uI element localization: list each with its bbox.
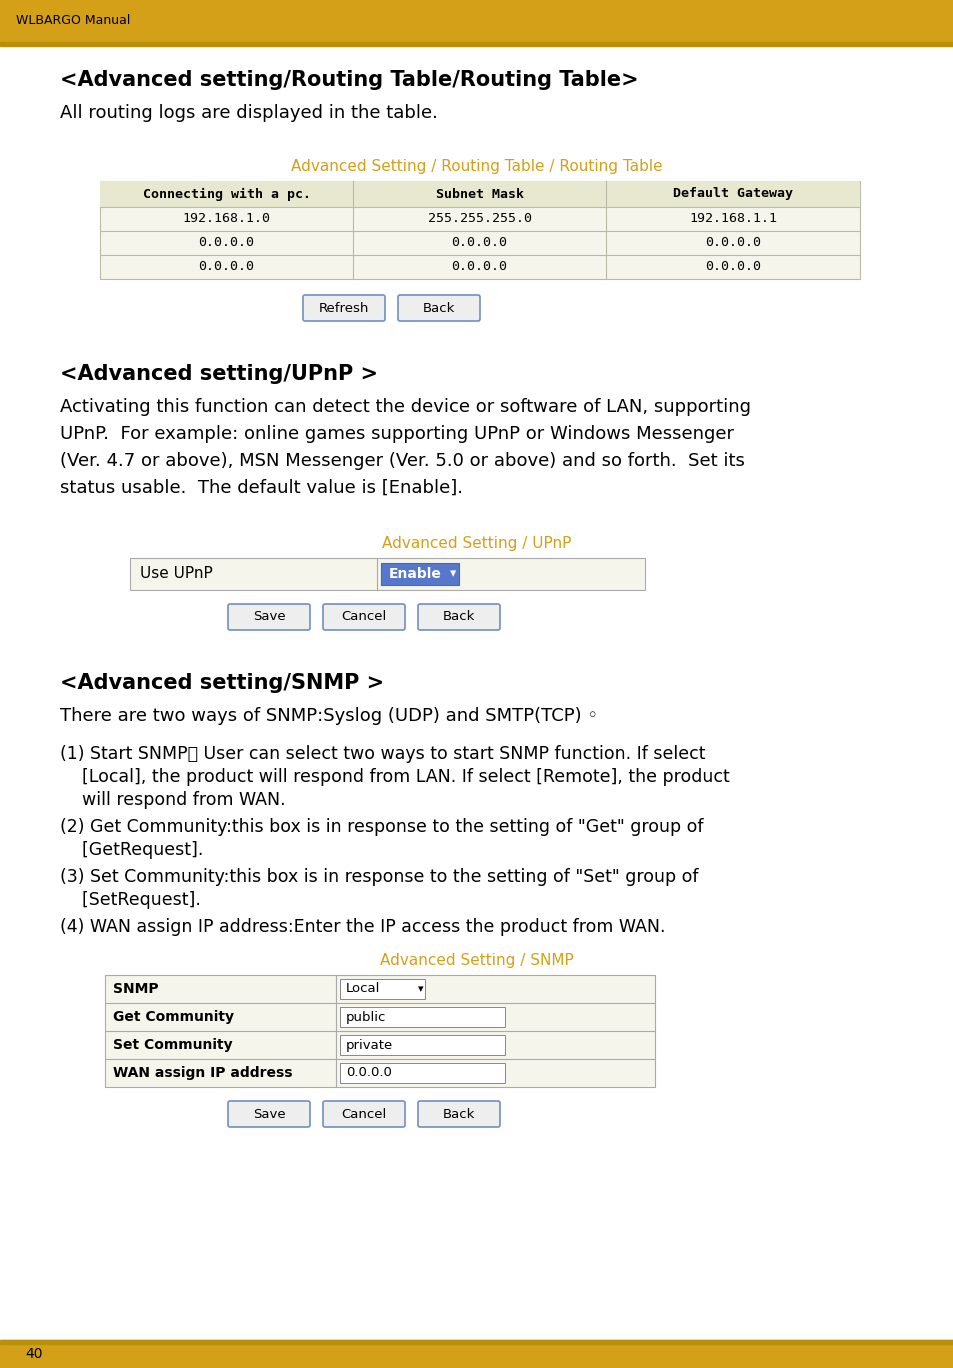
- Text: <Advanced setting/UPnP >: <Advanced setting/UPnP >: [60, 364, 377, 384]
- Text: 192.168.1.1: 192.168.1.1: [688, 212, 777, 226]
- Text: Advanced Setting / SNMP: Advanced Setting / SNMP: [379, 953, 574, 969]
- Text: WLBARGO Manual: WLBARGO Manual: [16, 15, 131, 27]
- Text: Activating this function can detect the device or software of LAN, supporting: Activating this function can detect the …: [60, 398, 750, 416]
- Text: 0.0.0.0: 0.0.0.0: [704, 260, 760, 274]
- Text: Default Gateway: Default Gateway: [673, 187, 792, 201]
- Bar: [105, 975, 655, 1088]
- Text: Get Community: Get Community: [112, 1010, 233, 1025]
- FancyBboxPatch shape: [323, 1101, 405, 1127]
- Text: 40: 40: [25, 1347, 43, 1361]
- Text: Connecting with a pc.: Connecting with a pc.: [142, 187, 311, 201]
- Text: (2) Get Community:this box is in response to the setting of "Get" group of: (2) Get Community:this box is in respons…: [60, 818, 702, 836]
- Text: (3) Set Community:this box is in response to the setting of "Set" group of: (3) Set Community:this box is in respons…: [60, 869, 698, 886]
- Text: [Local], the product will respond from LAN. If select [Remote], the product: [Local], the product will respond from L…: [60, 767, 729, 787]
- Text: Enable: Enable: [389, 566, 441, 581]
- Text: WAN assign IP address: WAN assign IP address: [112, 1066, 293, 1079]
- Bar: [100, 181, 859, 279]
- Text: (Ver. 4.7 or above), MSN Messenger (Ver. 5.0 or above) and so forth.  Set its: (Ver. 4.7 or above), MSN Messenger (Ver.…: [60, 451, 744, 471]
- FancyBboxPatch shape: [303, 295, 385, 321]
- Text: Set Community: Set Community: [112, 1038, 233, 1052]
- Bar: [381, 564, 458, 586]
- Text: Subnet Mask: Subnet Mask: [436, 187, 523, 201]
- Text: <Advanced setting/SNMP >: <Advanced setting/SNMP >: [60, 673, 384, 694]
- Text: All routing logs are displayed in the table.: All routing logs are displayed in the ta…: [60, 104, 437, 122]
- Text: Save: Save: [253, 1108, 285, 1120]
- Text: There are two ways of SNMP:Syslog (UDP) and SMTP(TCP) ◦: There are two ways of SNMP:Syslog (UDP) …: [60, 707, 598, 725]
- Text: Advanced Setting / Routing Table / Routing Table: Advanced Setting / Routing Table / Routi…: [291, 159, 662, 174]
- Text: Local: Local: [346, 982, 380, 996]
- Bar: [130, 558, 644, 590]
- Text: ▾: ▾: [450, 568, 456, 580]
- Bar: [339, 1036, 504, 1055]
- Text: <Advanced setting/Routing Table/Routing Table>: <Advanced setting/Routing Table/Routing …: [60, 70, 638, 90]
- Text: Cancel: Cancel: [341, 610, 386, 624]
- Bar: [0, 1341, 953, 1343]
- FancyBboxPatch shape: [417, 605, 499, 631]
- Bar: [100, 181, 859, 207]
- Text: SNMP: SNMP: [112, 982, 158, 996]
- FancyBboxPatch shape: [397, 295, 479, 321]
- Bar: [339, 1007, 504, 1027]
- Text: ▾: ▾: [417, 984, 423, 995]
- Text: 0.0.0.0: 0.0.0.0: [704, 237, 760, 249]
- Text: [GetRequest].: [GetRequest].: [60, 841, 203, 859]
- Text: Use UPnP: Use UPnP: [140, 566, 213, 581]
- Text: Cancel: Cancel: [341, 1108, 386, 1120]
- Bar: [0, 0, 953, 42]
- Bar: [0, 42, 953, 47]
- Bar: [339, 979, 424, 999]
- Text: public: public: [346, 1011, 386, 1023]
- Text: will respond from WAN.: will respond from WAN.: [60, 791, 285, 808]
- Text: 192.168.1.0: 192.168.1.0: [182, 212, 271, 226]
- Text: (4) WAN assign IP address:Enter the IP access the product from WAN.: (4) WAN assign IP address:Enter the IP a…: [60, 918, 665, 936]
- Text: 255.255.255.0: 255.255.255.0: [427, 212, 531, 226]
- Bar: [0, 1341, 953, 1368]
- FancyBboxPatch shape: [323, 605, 405, 631]
- Text: 0.0.0.0: 0.0.0.0: [198, 237, 254, 249]
- Text: 0.0.0.0: 0.0.0.0: [451, 260, 507, 274]
- Text: Back: Back: [442, 1108, 475, 1120]
- FancyBboxPatch shape: [228, 1101, 310, 1127]
- Text: Back: Back: [442, 610, 475, 624]
- Text: UPnP.  For example: online games supporting UPnP or Windows Messenger: UPnP. For example: online games supporti…: [60, 425, 733, 443]
- Text: status usable.  The default value is [Enable].: status usable. The default value is [Ena…: [60, 479, 462, 497]
- Text: Advanced Setting / UPnP: Advanced Setting / UPnP: [382, 536, 571, 551]
- FancyBboxPatch shape: [417, 1101, 499, 1127]
- Text: 0.0.0.0: 0.0.0.0: [451, 237, 507, 249]
- Text: 0.0.0.0: 0.0.0.0: [346, 1067, 392, 1079]
- Text: private: private: [346, 1038, 393, 1052]
- FancyBboxPatch shape: [228, 605, 310, 631]
- Text: Refresh: Refresh: [318, 301, 369, 315]
- Text: [SetRequest].: [SetRequest].: [60, 891, 201, 908]
- Text: 0.0.0.0: 0.0.0.0: [198, 260, 254, 274]
- Bar: [339, 1063, 504, 1083]
- Text: (1) Start SNMP： User can select two ways to start SNMP function. If select: (1) Start SNMP： User can select two ways…: [60, 746, 705, 763]
- Text: Back: Back: [422, 301, 455, 315]
- Text: Save: Save: [253, 610, 285, 624]
